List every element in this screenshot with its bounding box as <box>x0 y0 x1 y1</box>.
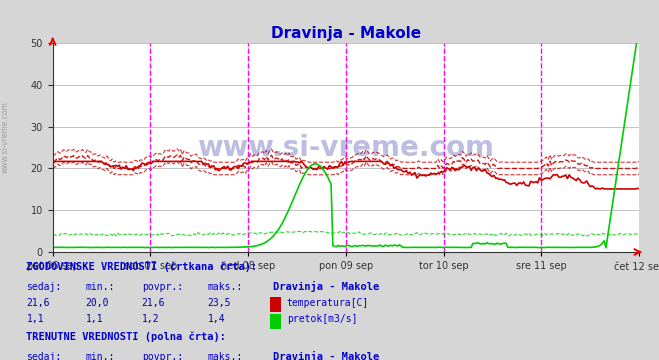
Text: 23,5: 23,5 <box>208 298 231 308</box>
Text: 21,6: 21,6 <box>26 298 50 308</box>
Text: povpr.:: povpr.: <box>142 282 183 292</box>
Text: ZGODOVINSKE VREDNOSTI (črtkana črta):: ZGODOVINSKE VREDNOSTI (črtkana črta): <box>26 261 258 272</box>
Text: min.:: min.: <box>86 352 115 360</box>
Text: 20,0: 20,0 <box>86 298 109 308</box>
Text: www.si-vreme.com: www.si-vreme.com <box>198 134 494 162</box>
Title: Dravinja - Makole: Dravinja - Makole <box>271 26 421 41</box>
Text: 1,4: 1,4 <box>208 314 225 324</box>
Text: www.si-vreme.com: www.si-vreme.com <box>1 101 10 173</box>
Text: 1,2: 1,2 <box>142 314 159 324</box>
Text: 1,1: 1,1 <box>26 314 44 324</box>
Text: temperatura[C]: temperatura[C] <box>287 298 369 308</box>
Text: sedaj:: sedaj: <box>26 352 61 360</box>
Text: povpr.:: povpr.: <box>142 352 183 360</box>
Text: pretok[m3/s]: pretok[m3/s] <box>287 314 357 324</box>
Text: min.:: min.: <box>86 282 115 292</box>
Text: Dravinja - Makole: Dravinja - Makole <box>273 281 380 292</box>
Text: Dravinja - Makole: Dravinja - Makole <box>273 351 380 360</box>
Text: maks.:: maks.: <box>208 282 243 292</box>
Text: maks.:: maks.: <box>208 352 243 360</box>
Text: 1,1: 1,1 <box>86 314 103 324</box>
Text: sedaj:: sedaj: <box>26 282 61 292</box>
Text: TRENUTNE VREDNOSTI (polna črta):: TRENUTNE VREDNOSTI (polna črta): <box>26 332 226 342</box>
Text: 21,6: 21,6 <box>142 298 165 308</box>
